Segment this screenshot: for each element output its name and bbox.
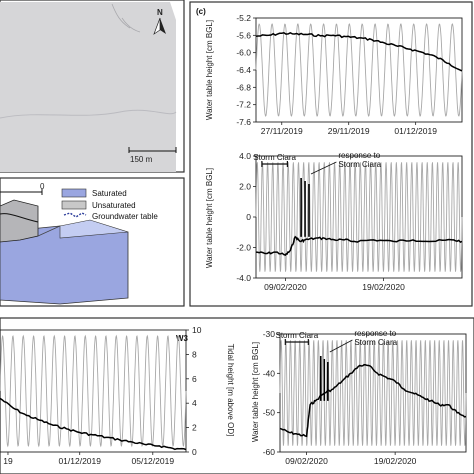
y-tick-label: -50 [263, 408, 276, 418]
panel-w3: W3 10 8 6 4 2 0 19 01/12/2019 05/12/2019 Tidal he… [0, 317, 474, 474]
chart-w3-right: -30 -40 -50 -60 09/02/2020 19/02/2020 Water ta… [251, 329, 467, 466]
chart-w3-left: 10 8 6 4 2 0 19 01/12/2019 05/12/2019 Tidal heigh… [0, 325, 235, 466]
storm-label: Storm Ciara [275, 331, 318, 340]
y2-axis-label: Tidal height [m above OD] [226, 344, 235, 437]
y2-tick-label: 8 [192, 349, 197, 359]
legend-label-groundwater: Groundwater table [92, 212, 158, 221]
tide-series-line [255, 162, 463, 272]
x-tick-label: 19/02/2020 [374, 456, 417, 466]
map-panel: N 150 m [0, 0, 185, 173]
diagram-panel: 0 Saturated Unsaturated Groundwater tabl… [0, 177, 185, 307]
response-label-line1: response to [354, 329, 396, 338]
panel-w3-frame [0, 317, 474, 474]
y-axis-label: Water table height [cm BGL] [251, 342, 260, 442]
x-tick-label: 01/12/2019 [394, 126, 437, 136]
water-table-series-line [255, 31, 463, 72]
map-land-area [0, 2, 176, 172]
response-label-line2: Storm Ciara [354, 338, 397, 347]
x-tick-label: 27/11/2019 [261, 126, 303, 136]
y2-tick-label: 0 [192, 447, 197, 457]
y2-tick-label: 6 [192, 374, 197, 384]
x-tick-label: 19/02/2020 [362, 282, 405, 292]
response-arrow-icon [329, 339, 353, 353]
y-tick-label: -5.6 [236, 30, 251, 40]
y2-tick-label: 10 [192, 325, 202, 335]
y-tick-label: -5.2 [236, 13, 251, 23]
y-tick-label: -60 [263, 447, 276, 457]
legend-swatch-saturated [61, 188, 87, 198]
y-tick-label: -30 [263, 329, 276, 339]
y-tick-label: -7.2 [236, 100, 251, 110]
water-table-series-line [255, 235, 463, 256]
water-table-series-line [0, 397, 187, 451]
y-tick-label: 4.0 [239, 151, 251, 161]
legend-swatch-unsaturated [61, 200, 87, 210]
y-tick-label: -6.8 [236, 82, 251, 92]
response-label-line2: Storm Ciara [338, 160, 381, 169]
north-arrow-icon [153, 17, 166, 35]
y-tick-label: -2.0 [236, 243, 251, 253]
diagram-zero-marker: 0 [40, 182, 45, 191]
response-label-line1: response to [338, 151, 380, 160]
tide-series-line [0, 334, 187, 448]
legend-label-saturated: Saturated [92, 189, 127, 198]
y-tick-label: -7.6 [236, 117, 251, 127]
legend-swatch-groundwater [63, 212, 87, 218]
panel-c: (c) -5.2 -5.6 -6.0 -6.4 -6.8 -7.2 -7.6 27/11/20… [189, 1, 473, 307]
y2-tick-label: 4 [192, 398, 197, 408]
legend-label-unsaturated: Unsaturated [92, 201, 136, 210]
y-axis-label: Water table height [cm BGL] [205, 168, 214, 268]
y-tick-label: -4.0 [236, 273, 251, 283]
x-tick-label: 09/02/2020 [285, 456, 328, 466]
tide-series-line [279, 340, 467, 446]
x-tick-label: 19 [3, 456, 13, 466]
y2-tick-label: 2 [192, 423, 197, 433]
panel-c-label: (c) [196, 7, 206, 16]
x-tick-label: 29/11/2019 [328, 126, 370, 136]
y-axis-label: Water table height [cm BGL] [205, 20, 214, 120]
storm-label: Storm Ciara [253, 153, 296, 162]
map-channels [111, 3, 141, 33]
tide-series-line [255, 23, 463, 117]
x-tick-label: 01/12/2019 [58, 456, 101, 466]
chart-c-bottom: 4.0 2.0 0 -2.0 -4.0 09/02/2020 19/02/2020 Water… [205, 151, 463, 292]
water-table-series-line [279, 363, 467, 438]
x-tick-label: 05/12/2019 [132, 456, 175, 466]
map-shoreline [0, 109, 177, 119]
scale-bar-label: 150 m [130, 155, 153, 164]
groundwater-curve [0, 213, 39, 223]
chart-c-top: -5.2 -5.6 -6.0 -6.4 -6.8 -7.2 -7.6 27/11/2019 29… [205, 13, 463, 136]
panel-w3-label: W3 [176, 334, 189, 343]
north-label: N [157, 8, 163, 17]
y-tick-label: -6.4 [236, 65, 251, 75]
y-tick-label: 2.0 [239, 182, 251, 192]
y-tick-label: -40 [263, 368, 276, 378]
y-tick-label: 0 [246, 212, 251, 222]
y-tick-label: -6.0 [236, 48, 251, 58]
response-arrow-icon [310, 161, 337, 175]
x-tick-label: 09/02/2020 [264, 282, 307, 292]
